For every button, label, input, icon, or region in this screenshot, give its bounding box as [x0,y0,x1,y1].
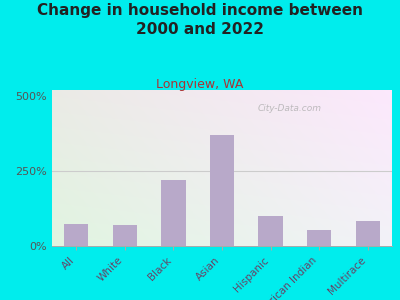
Text: City-Data.com: City-Data.com [258,104,322,113]
Bar [258,216,283,246]
Bar [113,225,137,246]
Bar [307,230,331,246]
Bar [356,220,380,246]
Bar [161,180,186,246]
Bar [210,135,234,246]
Text: Longview, WA: Longview, WA [156,78,244,91]
Bar [64,224,88,246]
Text: Change in household income between
2000 and 2022: Change in household income between 2000 … [37,3,363,37]
